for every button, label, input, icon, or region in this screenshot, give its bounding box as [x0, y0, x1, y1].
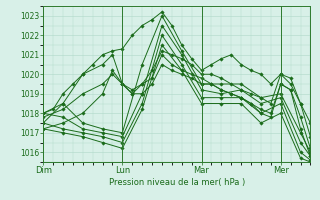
- X-axis label: Pression niveau de la mer( hPa ): Pression niveau de la mer( hPa ): [109, 178, 245, 187]
